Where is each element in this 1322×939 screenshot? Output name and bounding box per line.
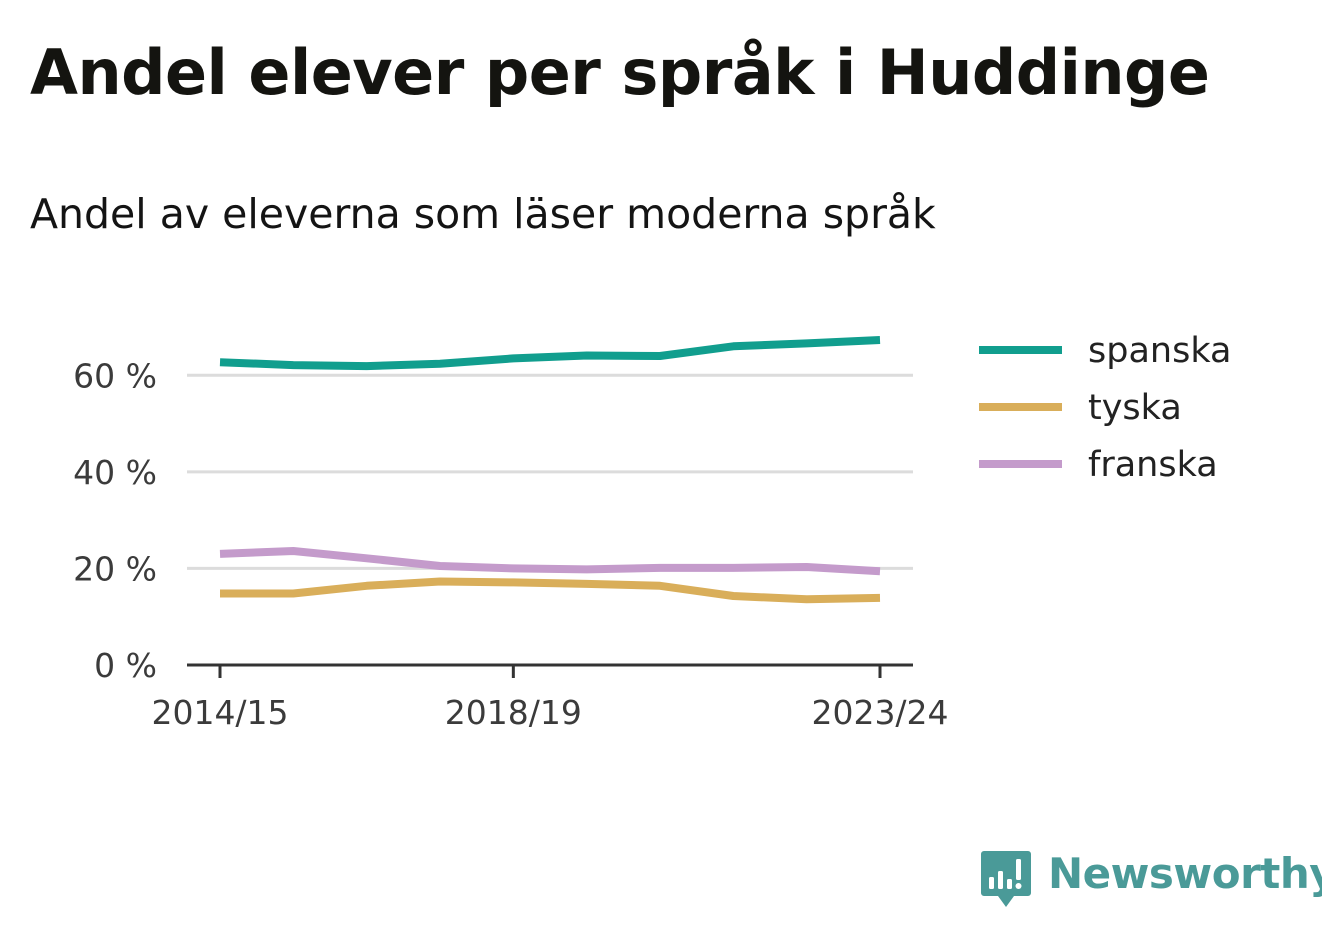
legend-label-franska: franska [1088, 445, 1218, 485]
y-tick-label: 20 % [73, 549, 157, 588]
legend-label-spanska: spanska [1088, 331, 1231, 371]
x-tick-label: 2018/19 [445, 693, 582, 732]
logo-text: Newsworthy [1048, 849, 1322, 898]
x-tick-label: 2014/15 [151, 693, 288, 732]
y-tick-label: 40 % [73, 453, 157, 492]
series-line-tyska [220, 577, 881, 604]
newsworthy-logo: Newsworthy [980, 849, 1322, 911]
y-tick-label: 60 % [73, 356, 157, 395]
gridlines [187, 373, 913, 570]
chart-subtitle: Andel av eleverna som läser moderna språ… [30, 190, 936, 238]
series-line-spanska [219, 336, 881, 371]
x-tick-label: 2023/24 [811, 693, 948, 732]
y-tick-label: 0 % [94, 646, 157, 685]
legend: spanska tyska franska [979, 331, 1231, 485]
series-line-franska [219, 547, 881, 576]
series-lines [219, 336, 881, 604]
chart-title: Andel elever per språk i Huddinge [30, 36, 1210, 109]
bar-chart-bubble-icon [981, 851, 1031, 907]
legend-label-tyska: tyska [1088, 388, 1182, 428]
x-axis: 0 % 20 % 40 % 60 % 2014/15 2018/19 2023/24 [73, 356, 948, 732]
